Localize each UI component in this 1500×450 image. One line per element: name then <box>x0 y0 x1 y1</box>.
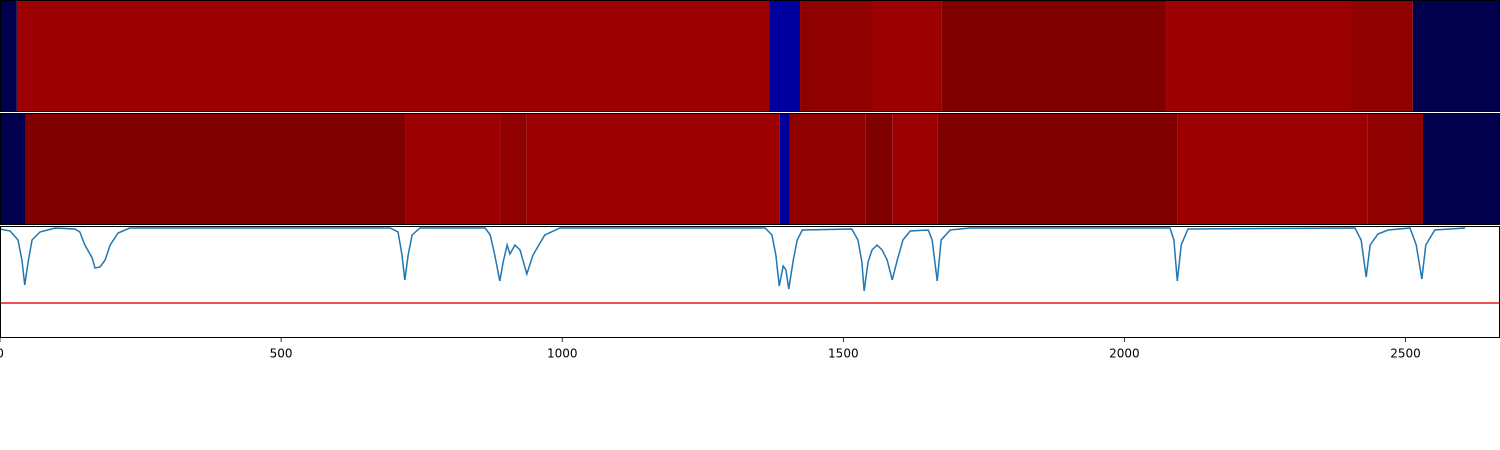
heatmap-cell <box>0 0 17 112</box>
heatmap-cell <box>1177 113 1368 225</box>
heatmap-cell <box>941 0 1167 112</box>
x-tick-label: 500 <box>270 347 293 361</box>
heatmap-cell <box>769 0 801 112</box>
x-tick-label: 0 <box>0 347 4 361</box>
heatmap-cell <box>25 113 406 225</box>
heatmap-cell <box>865 113 893 225</box>
heatmap-cell <box>1412 0 1500 112</box>
x-tick-label: 1500 <box>828 347 859 361</box>
data-line <box>0 227 1466 292</box>
heatmap-cell <box>937 113 1178 225</box>
x-tick-label: 1000 <box>547 347 578 361</box>
heatmap-cell <box>1351 0 1413 112</box>
heatmap-cell <box>1367 113 1423 225</box>
heatmap-cell <box>1422 113 1500 225</box>
heatmap-cell <box>1166 0 1352 112</box>
heatmap-cell <box>872 0 942 112</box>
heatmap-cell <box>800 0 873 112</box>
heatmap-cell <box>526 113 780 225</box>
x-tick-label: 2500 <box>1390 347 1421 361</box>
heatmap-cell <box>0 113 26 225</box>
heatmap-cell <box>405 113 501 225</box>
heatmap-cell <box>779 113 790 225</box>
x-tick-label: 2000 <box>1109 347 1140 361</box>
heatmap-cell <box>16 0 770 112</box>
panel-frame <box>0 226 1500 338</box>
heatmap-cell <box>500 113 527 225</box>
heatmap-cell <box>892 113 938 225</box>
heatmap-cell <box>789 113 866 225</box>
